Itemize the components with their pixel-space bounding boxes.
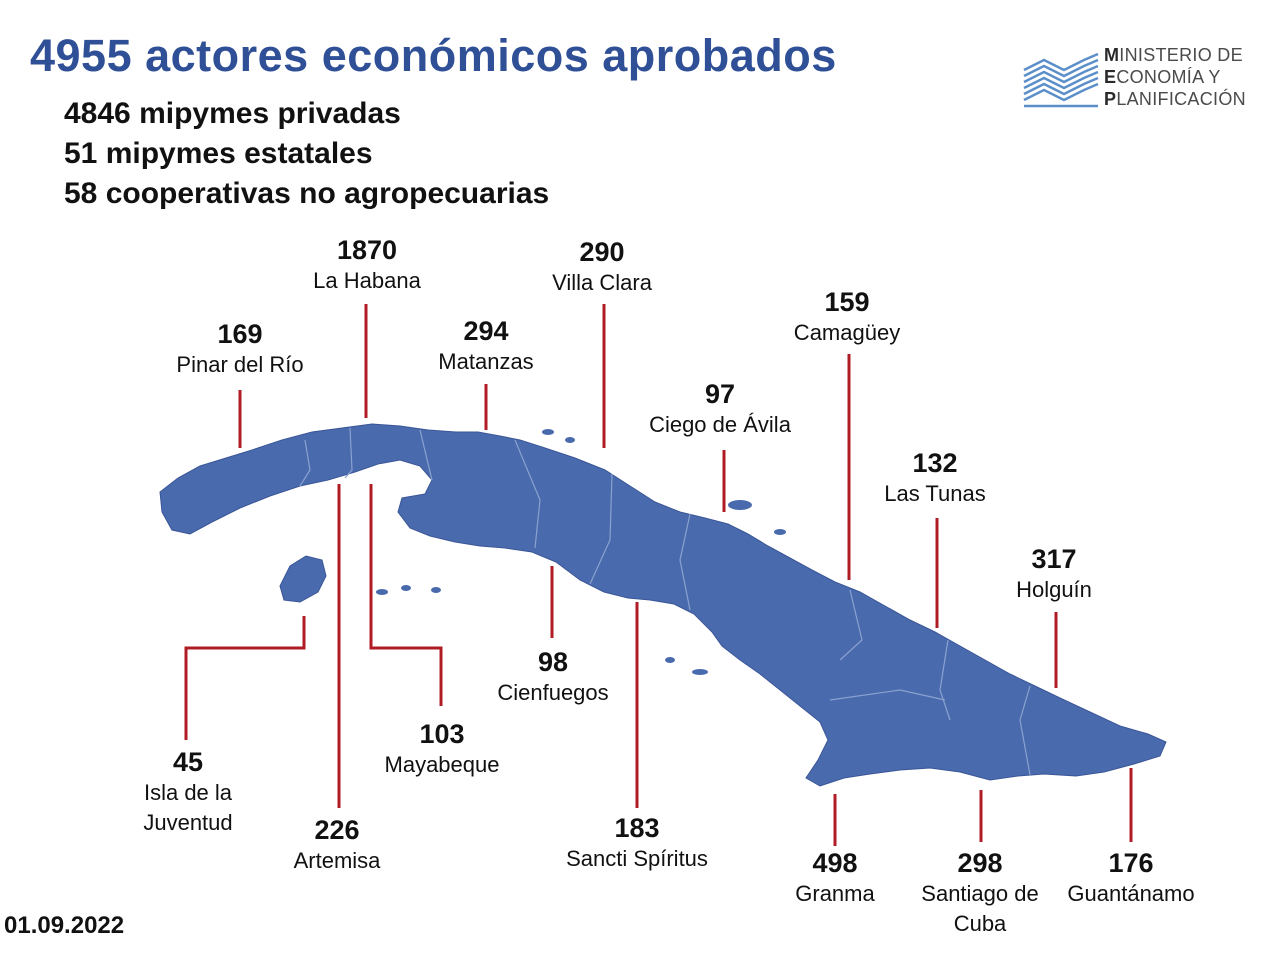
summary-cooperatives: 58 cooperativas no agropecuarias	[64, 177, 550, 210]
label-guantanamo: 176 Guantánamo	[1067, 847, 1194, 909]
province-value: 45	[172, 747, 204, 777]
summary-state-mipymes: 51 mipymes estatales	[64, 137, 373, 170]
province-name: Villa Clara	[552, 270, 652, 295]
label-ciego-de-avila: 97 Ciego de Ávila	[649, 378, 791, 440]
label-holguin: 317 Holguín	[1016, 543, 1092, 605]
label-camaguey: 159 Camagüey	[794, 286, 900, 348]
label-mayabeque: 103 Mayabeque	[385, 718, 500, 780]
province-value: 98	[537, 647, 569, 677]
province-value: 290	[579, 237, 625, 267]
province-value: 1870	[336, 235, 398, 265]
province-name: Holguín	[1016, 577, 1092, 602]
province-name: La Habana	[313, 268, 421, 293]
province-name: Artemisa	[293, 848, 381, 873]
province-value: 294	[463, 316, 509, 346]
province-name: Pinar del Río	[176, 352, 304, 377]
label-isla-de-la-juventud: 45 Isla de la Juventud	[113, 746, 263, 838]
province-value: 298	[957, 848, 1003, 878]
label-villa-clara: 290 Villa Clara	[552, 236, 652, 298]
label-la-habana: 1870 La Habana	[313, 234, 421, 296]
label-santiago-de-cuba: 298 Santiago de Cuba	[915, 847, 1045, 939]
ministry-logo: MINISTERIO DE ECONOMÍA Y PLANIFICACIÓN	[1022, 44, 1262, 124]
province-name: Guantánamo	[1067, 881, 1195, 906]
province-value: 103	[419, 719, 465, 749]
province-borders	[299, 427, 1031, 776]
label-pinar-del-rio: 169 Pinar del Río	[176, 318, 303, 380]
province-name: Matanzas	[438, 349, 534, 374]
province-name: Las Tunas	[884, 481, 986, 506]
label-matanzas: 294 Matanzas	[438, 315, 533, 377]
province-value: 498	[812, 848, 858, 878]
label-artemisa: 226 Artemisa	[294, 814, 381, 876]
province-name: Mayabeque	[384, 752, 500, 777]
label-sancti-spiritus: 183 Sancti Spíritus	[566, 812, 708, 874]
label-granma: 498 Granma	[795, 847, 874, 909]
province-value: 317	[1031, 544, 1077, 574]
province-name: Isla de la Juventud	[143, 780, 233, 835]
leader-lines	[184, 304, 1133, 846]
province-name: Cienfuegos	[497, 680, 609, 705]
province-value: 183	[614, 813, 660, 843]
summary-private-mipymes: 4846 mipymes privadas	[64, 97, 401, 130]
province-name: Santiago de Cuba	[921, 881, 1039, 936]
ministry-logo-mark-icon	[1023, 52, 1099, 108]
province-value: 169	[217, 319, 263, 349]
isla-de-la-juventud-shape	[279, 555, 327, 603]
keys	[376, 429, 786, 675]
province-name: Camagüey	[793, 320, 901, 345]
province-name: Sancti Spíritus	[566, 846, 708, 871]
report-date: 01.09.2022	[4, 912, 125, 939]
label-las-tunas: 132 Las Tunas	[884, 447, 986, 509]
province-value: 97	[704, 379, 736, 409]
province-value: 132	[912, 448, 958, 478]
province-value: 226	[314, 815, 360, 845]
province-value: 159	[824, 287, 870, 317]
summary-list: 4846 mipymes privadas 51 mipymes estatal…	[64, 94, 549, 214]
ministry-name: MINISTERIO DE ECONOMÍA Y PLANIFICACIÓN	[1104, 45, 1246, 109]
page-title: 4955 actores económicos aprobados	[30, 30, 837, 81]
label-cienfuegos: 98 Cienfuegos	[497, 646, 608, 708]
cuba-main-island	[159, 423, 1167, 787]
province-name: Ciego de Ávila	[649, 412, 791, 437]
province-value: 176	[1108, 848, 1154, 878]
province-name: Granma	[795, 881, 875, 906]
